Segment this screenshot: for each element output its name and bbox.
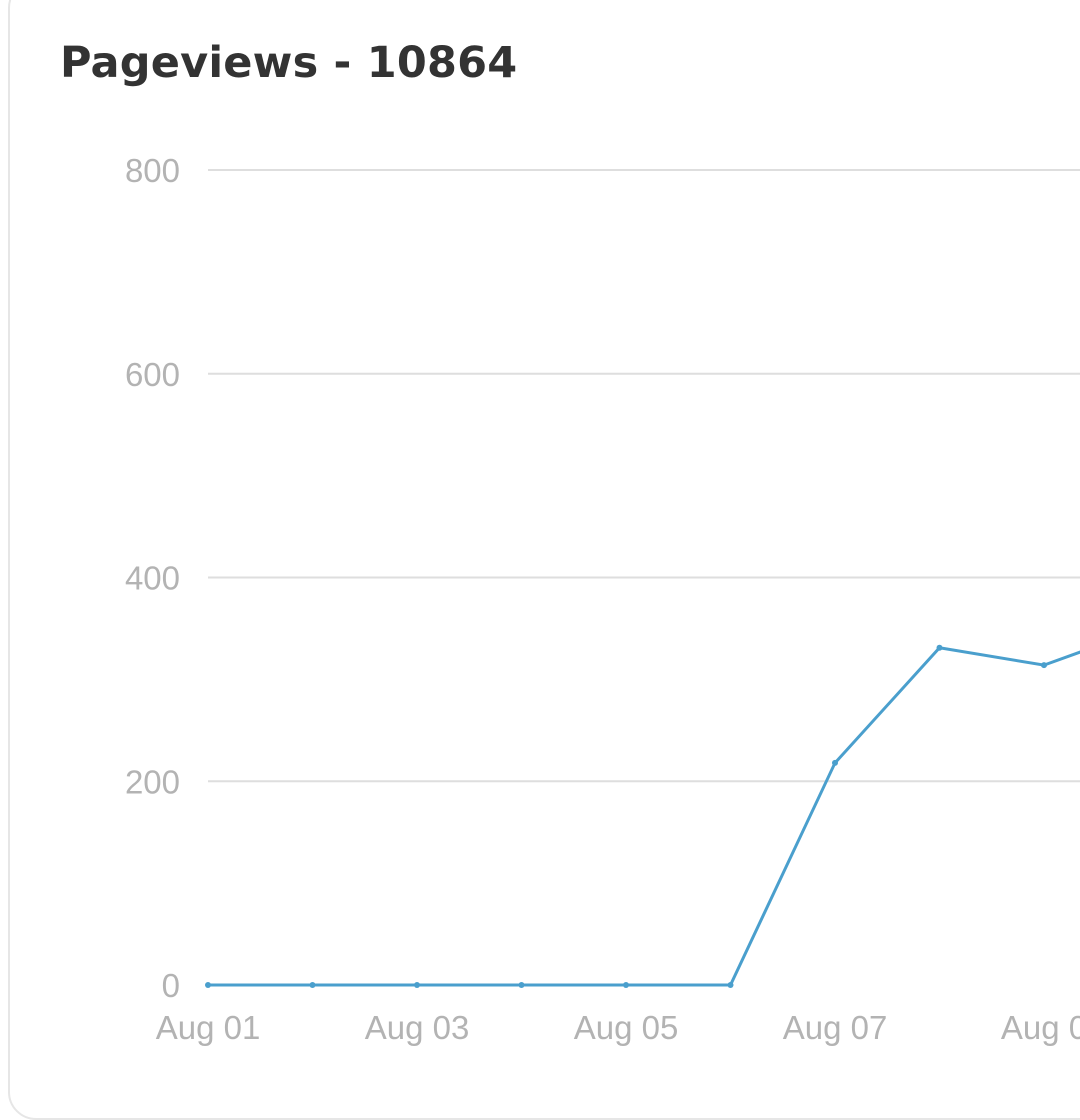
y-tick-label: 600 [125,356,180,393]
pageviews-card [8,0,1080,1120]
x-axis-ticks: Aug 01 Aug 03 Aug 05 Aug 07 Aug 0 [156,1009,1080,1046]
data-point [414,982,420,988]
gridlines [208,169,1080,783]
series-layer [205,644,1080,988]
x-tick-label: Aug 03 [365,1009,470,1046]
chart-title: Pageviews - 10864 [60,38,518,88]
y-tick-label: 400 [125,560,180,597]
data-point [936,644,943,651]
data-point [727,982,734,988]
y-tick-label: 0 [162,967,180,1004]
x-tick-label: Aug 05 [574,1009,679,1046]
data-point [518,982,525,988]
y-tick-label: 200 [125,763,180,800]
data-point [623,982,629,988]
x-tick-label: Aug 01 [156,1009,261,1046]
y-axis-ticks: 0 200 400 600 800 [125,152,180,1004]
data-point [309,982,316,988]
data-point [832,759,838,766]
x-tick-label: Aug 0 [1001,1009,1080,1046]
data-point [1041,662,1047,669]
data-point [205,982,211,988]
x-tick-label: Aug 07 [783,1009,888,1046]
series-line-0 [208,646,1080,987]
y-tick-label: 800 [125,152,180,189]
